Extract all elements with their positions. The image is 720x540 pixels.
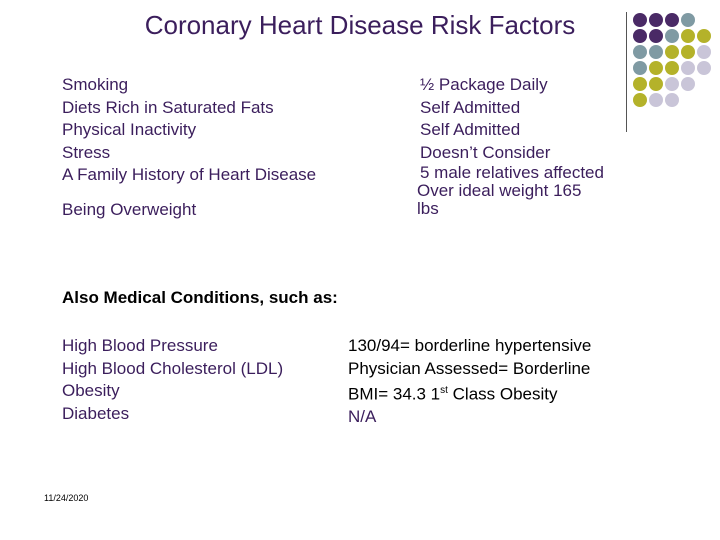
risk-value-item: Over ideal weight 165 lbs — [417, 181, 582, 218]
risk-value-item: ½ Package Daily — [420, 75, 548, 94]
medical-value-list: 130/94= borderline hypertensive Physicia… — [348, 335, 591, 429]
dot-row-4 — [633, 61, 711, 75]
risk-value-item: Self Admitted — [420, 120, 521, 139]
dot-row-3 — [633, 45, 711, 59]
risk-factor-item: A Family History of Heart Disease — [62, 165, 317, 184]
medical-condition-list: High Blood Pressure High Blood Cholester… — [62, 335, 283, 425]
dot-row-1 — [633, 13, 695, 27]
risk-value-item: Doesn’t Consider — [420, 142, 551, 162]
slide-title: Coronary Heart Disease Risk Factors — [144, 10, 576, 40]
medical-value-item: N/A — [348, 407, 377, 427]
decorative-dot-grid — [633, 13, 711, 107]
medical-condition-item: High Blood Pressure — [62, 336, 218, 355]
dot-row-2 — [633, 29, 711, 43]
medical-value-item: BMI= 34.3 1st Class Obesity — [348, 380, 591, 406]
risk-factor-list: Smoking Diets Rich in Saturated Fats Phy… — [62, 74, 316, 221]
risk-factor-item: Being Overweight — [62, 199, 197, 219]
medical-value-item: 130/94= borderline hypertensive — [348, 336, 592, 355]
risk-factor-item: Diets Rich in Saturated Fats — [62, 97, 274, 117]
risk-value-list: ½ Package Daily Self Admitted Self Admit… — [417, 74, 610, 218]
dot-row-6 — [633, 93, 679, 107]
risk-factor-item: Smoking — [62, 75, 129, 94]
bmi-superscript: st — [440, 385, 448, 396]
risk-factor-item: Physical Inactivity — [62, 120, 197, 139]
medical-condition-item: Obesity — [62, 381, 120, 400]
dot-row-5 — [633, 77, 695, 91]
risk-factor-item: Stress — [62, 142, 111, 162]
medical-condition-item: High Blood Cholesterol (LDL) — [62, 358, 284, 378]
risk-value-item: Self Admitted — [420, 97, 521, 117]
medical-condition-item: Diabetes — [62, 403, 130, 423]
bmi-prefix: BMI= 34.3 1 — [348, 384, 441, 404]
decorative-divider — [626, 12, 627, 132]
bmi-suffix: Class Obesity — [447, 384, 558, 404]
medical-conditions-heading: Also Medical Conditions, such as: — [62, 288, 338, 307]
risk-value-item: 5 male relatives affected — [420, 163, 604, 182]
medical-value-item: Physician Assessed= Borderline — [348, 358, 591, 378]
footer-date: 11/24/2020 — [44, 493, 89, 503]
